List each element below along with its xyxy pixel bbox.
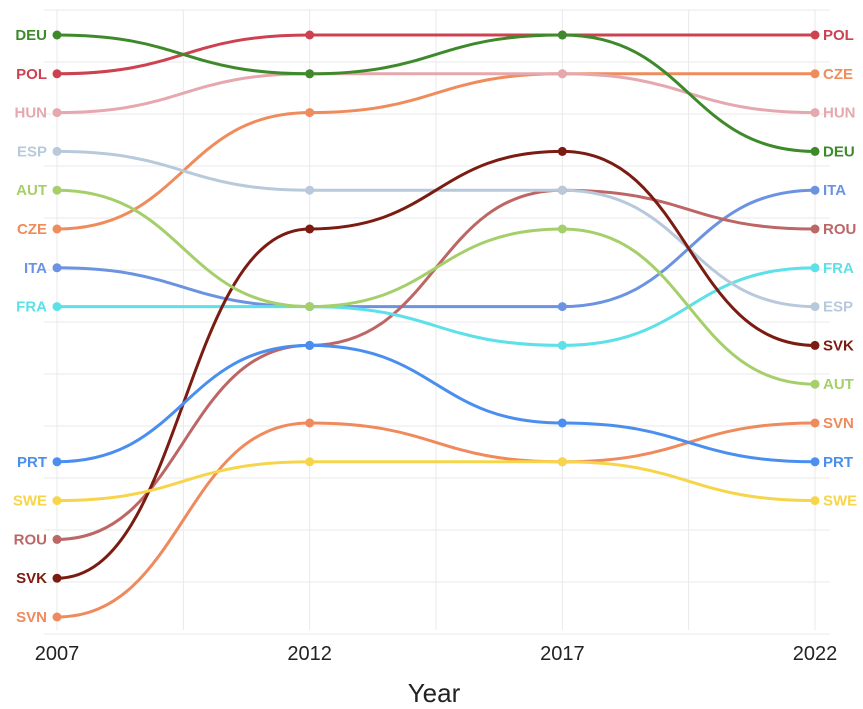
series-point-prt bbox=[52, 457, 62, 467]
series-point-svk bbox=[810, 340, 820, 350]
series-label-end-cze: CZE bbox=[823, 66, 853, 83]
series-point-deu bbox=[810, 146, 820, 156]
series-label-start-svk: SVK bbox=[16, 570, 47, 587]
series-point-prt bbox=[810, 457, 820, 467]
series-label-end-fra: FRA bbox=[823, 260, 854, 277]
series-point-aut bbox=[810, 379, 820, 389]
series-label-end-prt: PRT bbox=[823, 454, 853, 471]
series-label-start-rou: ROU bbox=[14, 531, 47, 548]
grid bbox=[44, 9, 830, 635]
series-point-swe bbox=[810, 496, 820, 506]
series-line-esp bbox=[56, 149, 816, 309]
series-point-aut bbox=[52, 185, 62, 195]
series-point-cze bbox=[52, 224, 62, 234]
series-label-start-pol: POL bbox=[16, 66, 47, 83]
series-point-swe bbox=[557, 457, 567, 467]
series-line-fra bbox=[57, 266, 816, 347]
series-point-svk bbox=[52, 573, 62, 583]
series-point-fra bbox=[52, 302, 62, 312]
series-point-hun bbox=[52, 108, 62, 118]
series-point-cze bbox=[305, 108, 315, 118]
series-point-esp bbox=[52, 146, 62, 156]
series-point-pol bbox=[810, 30, 820, 40]
series-line-pol bbox=[56, 33, 815, 76]
series-point-hun bbox=[557, 69, 567, 79]
series-label-end-esp: ESP bbox=[823, 299, 853, 316]
series-label-start-aut: AUT bbox=[16, 182, 47, 199]
series-labels: POL POL CZE CZE HUN HUN DEU DEU ITA ITA ROU ROU FRA F… bbox=[13, 27, 857, 626]
series-label-start-esp: ESP bbox=[17, 143, 47, 160]
series-line-hun bbox=[56, 72, 816, 115]
series-label-end-ita: ITA bbox=[823, 182, 846, 199]
series-point-svk bbox=[305, 224, 315, 234]
series-point-fra bbox=[557, 340, 567, 350]
series-point-ita bbox=[810, 185, 820, 195]
series-label-start-fra: FRA bbox=[16, 299, 47, 316]
series-label-start-swe: SWE bbox=[13, 493, 47, 510]
series-point-ita bbox=[52, 263, 62, 273]
series-point-deu bbox=[305, 69, 315, 79]
series-line-ita bbox=[56, 188, 816, 309]
series-label-end-svk: SVK bbox=[823, 337, 854, 354]
series-line-deu bbox=[56, 33, 816, 153]
series-line-cze bbox=[56, 72, 815, 231]
series-point-rou bbox=[810, 224, 820, 234]
series-label-end-swe: SWE bbox=[823, 493, 857, 510]
series-line-aut bbox=[56, 188, 816, 386]
series-label-end-pol: POL bbox=[823, 27, 854, 44]
x-tick-label: 2017 bbox=[540, 643, 585, 665]
series-line-svk bbox=[56, 149, 816, 580]
series-point-swe bbox=[305, 457, 315, 467]
series-point-svn bbox=[52, 612, 62, 622]
x-tick-label: 2012 bbox=[287, 643, 332, 665]
series-label-end-aut: AUT bbox=[823, 376, 854, 393]
series-point-cze bbox=[810, 69, 820, 79]
x-axis-ticks: 2007 2012 2017 2022 bbox=[35, 643, 838, 665]
series-label-end-rou: ROU bbox=[823, 221, 856, 238]
series-point-deu bbox=[52, 30, 62, 40]
series-point-hun bbox=[810, 108, 820, 118]
x-axis-title: Year bbox=[408, 678, 461, 708]
series-label-start-deu: DEU bbox=[15, 27, 47, 44]
series-point-svn bbox=[305, 418, 315, 428]
series-label-start-cze: CZE bbox=[17, 221, 47, 238]
series-label-end-deu: DEU bbox=[823, 143, 855, 160]
series-label-start-ita: ITA bbox=[24, 260, 47, 277]
series-point-esp bbox=[557, 185, 567, 195]
series-point-esp bbox=[305, 185, 315, 195]
series-points bbox=[52, 30, 820, 622]
series-point-prt bbox=[305, 340, 315, 350]
series-point-fra bbox=[810, 263, 820, 273]
series-label-end-svn: SVN bbox=[823, 415, 854, 432]
series-point-rou bbox=[52, 534, 62, 544]
x-tick-label: 2022 bbox=[793, 643, 838, 665]
series-point-swe bbox=[52, 496, 62, 506]
x-tick-label: 2007 bbox=[35, 643, 80, 665]
series-point-aut bbox=[305, 302, 315, 312]
series-point-esp bbox=[810, 302, 820, 312]
series-line-svn bbox=[56, 421, 816, 619]
series-label-end-hun: HUN bbox=[823, 105, 856, 122]
series-point-svk bbox=[557, 146, 567, 156]
series-label-start-prt: PRT bbox=[17, 454, 47, 471]
series-point-ita bbox=[557, 302, 567, 312]
series-line-prt bbox=[56, 343, 816, 464]
series-point-aut bbox=[557, 224, 567, 234]
series-line-rou bbox=[56, 188, 816, 541]
series-line-swe bbox=[56, 460, 816, 503]
series-point-prt bbox=[557, 418, 567, 428]
series-point-pol bbox=[52, 69, 62, 79]
series-lines bbox=[56, 33, 816, 619]
series-point-pol bbox=[305, 30, 315, 40]
series-label-start-hun: HUN bbox=[15, 105, 48, 122]
series-point-deu bbox=[557, 30, 567, 40]
series-label-start-svn: SVN bbox=[16, 609, 47, 626]
series-point-svn bbox=[810, 418, 820, 428]
